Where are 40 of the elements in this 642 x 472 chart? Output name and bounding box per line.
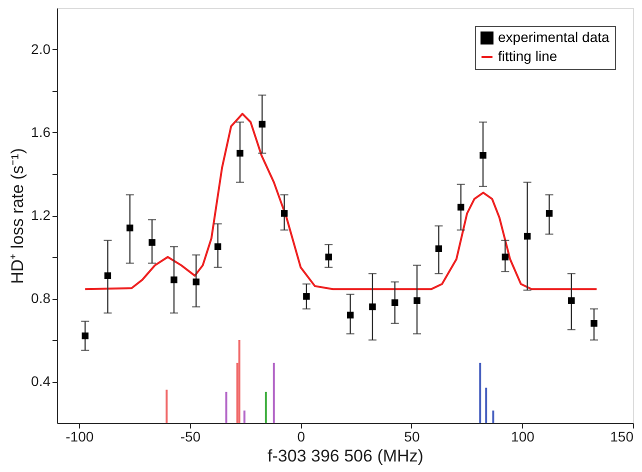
y-tick-label: 0.4 bbox=[31, 373, 51, 389]
point bbox=[480, 152, 486, 159]
x-tick-label: 150 bbox=[610, 428, 634, 444]
point bbox=[126, 224, 134, 232]
point bbox=[192, 278, 200, 286]
point bbox=[280, 210, 288, 217]
point bbox=[236, 150, 244, 157]
y-tick-label: 1.6 bbox=[31, 124, 51, 140]
point bbox=[502, 254, 509, 260]
point bbox=[435, 245, 442, 252]
point bbox=[369, 303, 376, 310]
point bbox=[170, 276, 178, 284]
point bbox=[104, 272, 112, 280]
x-tick-label: 0 bbox=[297, 428, 306, 444]
line-series bbox=[84, 112, 598, 290]
legend-label: experimental data bbox=[498, 29, 610, 45]
point bbox=[82, 332, 88, 340]
point bbox=[590, 320, 598, 327]
point bbox=[148, 239, 156, 246]
x-tick-label: 100 bbox=[511, 428, 535, 444]
y-axis-title: HD⁺ loss rate (s⁻¹) bbox=[8, 148, 28, 284]
point bbox=[414, 297, 420, 304]
y-tick-label: 1.2 bbox=[31, 207, 51, 223]
x-tick-label: -50 bbox=[180, 428, 201, 444]
point bbox=[258, 120, 266, 128]
point bbox=[325, 254, 332, 260]
x-tick-label: -100 bbox=[66, 428, 94, 444]
y-tick-label: 2.0 bbox=[31, 41, 51, 57]
x-axis-title: f-303 396 506 (MHz) bbox=[268, 446, 424, 466]
point bbox=[568, 297, 575, 304]
point bbox=[303, 293, 310, 300]
point bbox=[458, 204, 464, 211]
point bbox=[346, 312, 354, 318]
x-tick-label: 50 bbox=[404, 428, 420, 444]
point bbox=[546, 210, 553, 217]
point bbox=[214, 243, 222, 250]
point bbox=[391, 299, 398, 306]
y-tick-label: 0.8 bbox=[31, 290, 51, 306]
point bbox=[524, 232, 531, 240]
legend-label: fitting line bbox=[498, 48, 558, 64]
